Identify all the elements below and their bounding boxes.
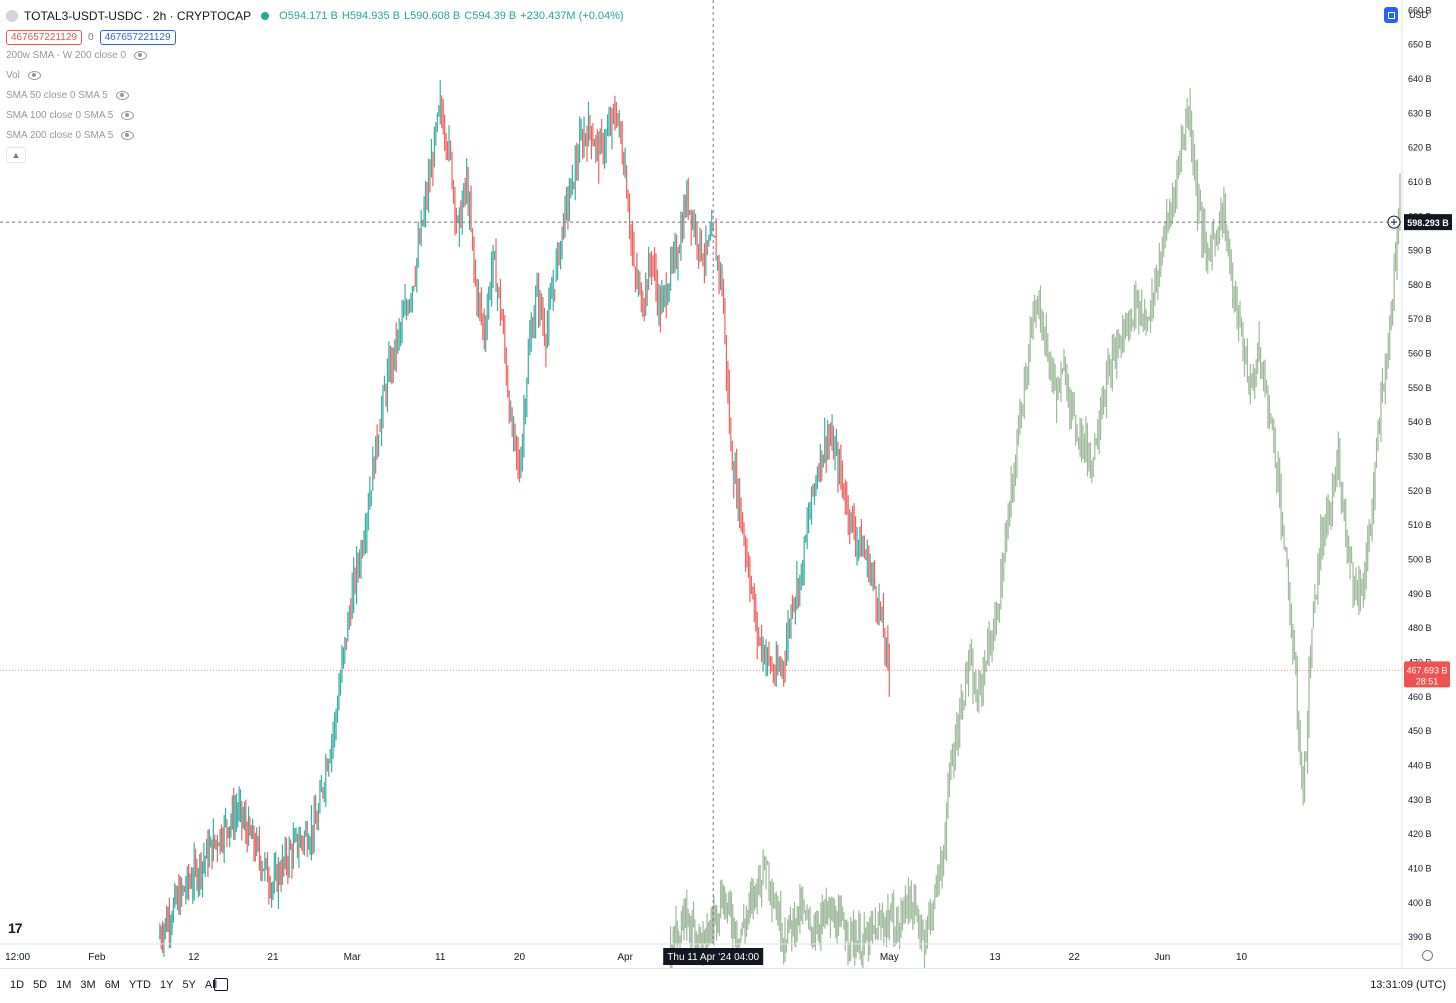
indicator-label: SMA 100 close 0 SMA 5 bbox=[6, 109, 114, 121]
price-tick-label: 500 B bbox=[1408, 555, 1432, 565]
crosshair-date-bg bbox=[663, 948, 764, 965]
high-value: H594.935 B bbox=[341, 10, 400, 22]
time-tick-label: 10 bbox=[1236, 952, 1248, 963]
range-button-3m[interactable]: 3M bbox=[80, 979, 96, 991]
symbol-logo-icon bbox=[6, 10, 18, 22]
price-tick-label: 400 B bbox=[1408, 898, 1432, 908]
price-tick-label: 630 B bbox=[1408, 108, 1432, 118]
crosshair-date-label: Thu 11 Apr '24 04:00 bbox=[667, 952, 759, 963]
change-value: +230.437M (+0.04%) bbox=[520, 10, 624, 22]
indicator-row-vol[interactable]: Vol bbox=[6, 65, 624, 85]
price-tick-label: 390 B bbox=[1408, 932, 1432, 942]
time-tick-label: 12 bbox=[188, 952, 200, 963]
bottom-toolbar: 1D 5D 1M 3M 6M YTD 1Y 5Y All 13:31:09 (UTC) bbox=[0, 968, 1456, 1003]
chart-legend: TOTAL3-USDT-USDC · 2h · CRYPTOCAP O594.1… bbox=[6, 6, 624, 163]
scale-settings-icon[interactable] bbox=[1422, 950, 1433, 961]
input-value-zero: 0 bbox=[88, 32, 94, 43]
price-tick-label: 660 B bbox=[1408, 5, 1432, 15]
time-tick-label: Jun bbox=[1154, 952, 1170, 963]
price-tick-label: 650 B bbox=[1408, 40, 1432, 50]
time-tick-label: May bbox=[880, 952, 899, 963]
indicator-row-sma-50[interactable]: SMA 50 close 0 SMA 5 bbox=[6, 85, 624, 105]
eye-icon[interactable] bbox=[27, 70, 41, 80]
range-button-1d[interactable]: 1D bbox=[10, 979, 25, 991]
range-button-5d[interactable]: 5D bbox=[33, 979, 48, 991]
range-button-ytd[interactable]: YTD bbox=[128, 979, 151, 991]
market-status-icon bbox=[261, 12, 270, 20]
low-value: L590.608 B bbox=[403, 10, 461, 22]
price-tick-label: 540 B bbox=[1408, 417, 1432, 427]
close-value: C594.39 B bbox=[464, 10, 517, 22]
calendar-icon[interactable] bbox=[214, 978, 228, 991]
price-tick-label: 590 B bbox=[1408, 246, 1432, 256]
range-button-6m[interactable]: 6M bbox=[104, 979, 120, 991]
price-tick-label: 520 B bbox=[1408, 486, 1432, 496]
chart-options-button[interactable] bbox=[1384, 7, 1398, 23]
indicator-label: SMA 50 close 0 SMA 5 bbox=[6, 89, 108, 101]
input-value-blue[interactable]: 467657221129 bbox=[99, 30, 176, 45]
price-tick-label: 610 B bbox=[1408, 177, 1432, 187]
crosshair-price-bg bbox=[1404, 214, 1452, 231]
time-tick-label: 11 bbox=[435, 952, 446, 963]
indicator-label: Vol bbox=[6, 69, 20, 81]
time-tick-label: Mar bbox=[344, 952, 362, 963]
symbol-title[interactable]: TOTAL3-USDT-USDC · 2h · CRYPTOCAP bbox=[24, 9, 252, 23]
eye-icon[interactable] bbox=[134, 50, 148, 60]
crosshair-price-label: 598.293 B bbox=[1407, 218, 1449, 228]
eye-icon[interactable] bbox=[121, 110, 135, 120]
range-button-1m[interactable]: 1M bbox=[56, 979, 72, 991]
eye-icon[interactable] bbox=[115, 90, 129, 100]
time-tick-label: Apr bbox=[617, 952, 633, 963]
collapse-legend-button[interactable]: ▲ bbox=[6, 147, 26, 163]
indicator-label: SMA 200 close 0 SMA 5 bbox=[6, 129, 114, 141]
price-tick-label: 420 B bbox=[1408, 829, 1432, 839]
price-chart[interactable]: 390 B 400 B 410 B 420 B 430 B 440 B 450 B 460 B… bbox=[0, 0, 1456, 968]
indicator-label: 200w SMA - W 200 close 0 bbox=[6, 49, 127, 61]
chevron-up-icon: ▲ bbox=[11, 150, 21, 160]
range-button-5y[interactable]: 5Y bbox=[182, 979, 196, 991]
input-value-red[interactable]: 467657221129 bbox=[6, 30, 82, 45]
time-tick-label: 20 bbox=[514, 952, 526, 963]
utc-clock[interactable]: 13:31:09 (UTC) bbox=[1370, 979, 1446, 991]
time-tick-label: 12:00 bbox=[5, 952, 30, 963]
price-tick-label: 570 B bbox=[1408, 314, 1432, 324]
currency-unit[interactable]: USD bbox=[1409, 10, 1429, 20]
indicator-row-sma-100[interactable]: SMA 100 close 0 SMA 5 bbox=[6, 105, 624, 125]
price-tick-label: 430 B bbox=[1408, 795, 1432, 805]
price-tick-label: 490 B bbox=[1408, 589, 1432, 599]
ohlc-values: O594.171 B H594.935 B L590.608 B C594.39… bbox=[279, 10, 623, 22]
open-value: O594.171 B bbox=[279, 10, 338, 22]
price-tick-label: 410 B bbox=[1408, 863, 1432, 873]
time-tick-label: 13 bbox=[989, 952, 1001, 963]
date-range-buttons: 1D 5D 1M 3M 6M YTD 1Y 5Y All bbox=[10, 979, 217, 991]
tradingview-logo-icon[interactable]: 17 bbox=[8, 920, 23, 936]
time-tick-label: 21 bbox=[267, 952, 279, 963]
indicator-row-sma-200[interactable]: SMA 200 close 0 SMA 5 bbox=[6, 125, 624, 145]
time-scale[interactable]: 12:00 Feb 12 21 Mar 11 20 Apr May 13 22 Jun 10 bbox=[5, 952, 1247, 963]
time-tick-label: Feb bbox=[88, 952, 106, 963]
price-scale[interactable]: 390 B 400 B 410 B 420 B 430 B 440 B 450 B 460 B… bbox=[1408, 5, 1432, 942]
price-tick-label: 560 B bbox=[1408, 349, 1432, 359]
price-tick-label: 480 B bbox=[1408, 623, 1432, 633]
time-tick-label: 22 bbox=[1069, 952, 1081, 963]
last-price-bg bbox=[1404, 661, 1450, 688]
price-tick-label: 450 B bbox=[1408, 726, 1432, 736]
indicator-row-200w-sma[interactable]: 200w SMA - W 200 close 0 bbox=[6, 45, 624, 65]
series-layer bbox=[159, 80, 1401, 968]
price-tick-label: 510 B bbox=[1408, 520, 1432, 530]
price-tick-label: 620 B bbox=[1408, 143, 1432, 153]
price-tick-label: 640 B bbox=[1408, 74, 1432, 84]
price-tick-label: 460 B bbox=[1408, 692, 1432, 702]
eye-icon[interactable] bbox=[121, 130, 135, 140]
price-tick-label: 550 B bbox=[1408, 383, 1432, 393]
price-tick-label: 440 B bbox=[1408, 760, 1432, 770]
price-tick-label: 580 B bbox=[1408, 280, 1432, 290]
last-price-label: 467.693 B bbox=[1406, 665, 1447, 675]
price-tick-label: 530 B bbox=[1408, 452, 1432, 462]
range-button-1y[interactable]: 1Y bbox=[159, 979, 174, 991]
bar-countdown: 28:51 bbox=[1416, 676, 1439, 686]
